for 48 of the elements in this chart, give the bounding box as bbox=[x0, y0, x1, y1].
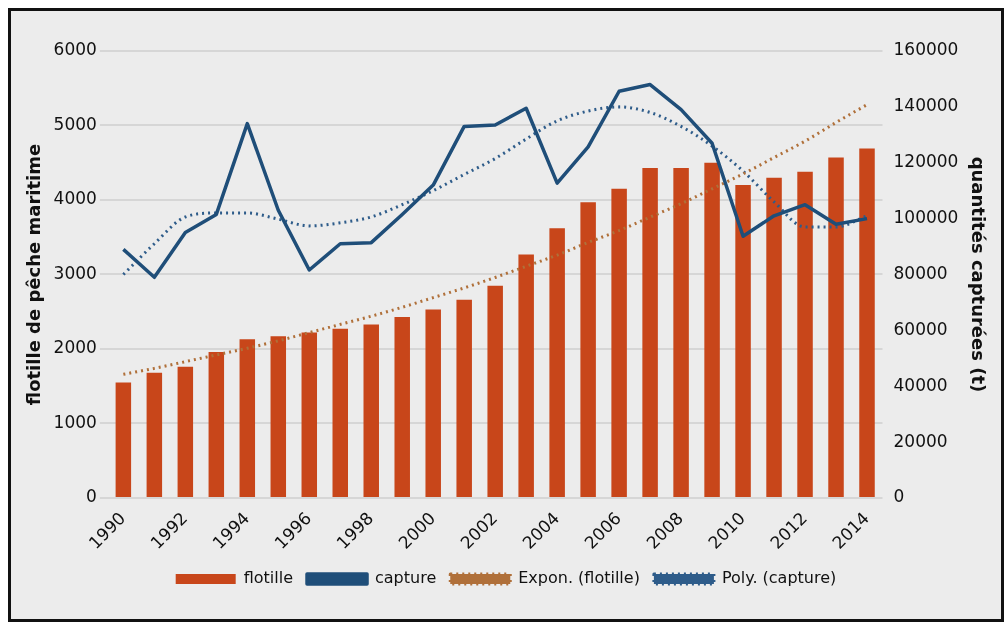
bar bbox=[425, 309, 441, 497]
y2-tick-label: 140000 bbox=[893, 95, 959, 116]
bar bbox=[177, 366, 194, 497]
y2-tick-label: 60000 bbox=[893, 318, 948, 339]
y-tick-label: 5000 bbox=[53, 113, 97, 134]
legend-label: capture bbox=[375, 568, 437, 588]
bar bbox=[456, 299, 472, 497]
y-tick-label: 0 bbox=[86, 486, 97, 507]
bar bbox=[208, 351, 225, 497]
bar bbox=[828, 157, 844, 497]
bar bbox=[859, 148, 875, 497]
y2-tick-label: 160000 bbox=[893, 39, 959, 60]
bar bbox=[146, 372, 163, 497]
bar bbox=[487, 285, 503, 497]
y2-tick-label: 80000 bbox=[893, 262, 948, 283]
bar bbox=[580, 202, 596, 497]
y2-axis-title: quantités capturées (t) bbox=[967, 156, 989, 393]
bar bbox=[735, 185, 751, 497]
y-axis-title: flotille de pêche maritime bbox=[23, 143, 45, 406]
bar bbox=[394, 316, 410, 497]
line-series bbox=[121, 103, 869, 376]
y2-tick-label: 120000 bbox=[893, 151, 959, 172]
bar bbox=[611, 188, 627, 497]
y2-tick-label: 40000 bbox=[893, 374, 948, 395]
bar bbox=[642, 167, 658, 497]
bar bbox=[115, 382, 132, 497]
y-tick-label: 3000 bbox=[53, 262, 97, 283]
y-tick-label: 2000 bbox=[53, 337, 97, 358]
bar bbox=[766, 177, 782, 497]
bar bbox=[549, 228, 565, 497]
bar bbox=[270, 336, 287, 497]
bar bbox=[332, 328, 348, 497]
bar bbox=[673, 167, 689, 497]
y-tick-label: 1000 bbox=[53, 411, 97, 432]
legend-label: Expon. (flotille) bbox=[518, 568, 640, 588]
legend-label: Poly. (capture) bbox=[721, 568, 837, 588]
bar bbox=[239, 339, 256, 497]
legend-label: flotille bbox=[243, 568, 294, 588]
y2-tick-label: 0 bbox=[893, 486, 905, 507]
y-tick-label: 6000 bbox=[53, 39, 97, 60]
bar bbox=[704, 162, 720, 497]
bar bbox=[797, 171, 813, 497]
bar bbox=[363, 324, 379, 497]
bar bbox=[301, 332, 318, 497]
y-tick-label: 4000 bbox=[53, 188, 97, 209]
y2-tick-label: 100000 bbox=[893, 207, 959, 228]
y2-tick-label: 20000 bbox=[893, 430, 948, 451]
bar bbox=[518, 254, 534, 497]
